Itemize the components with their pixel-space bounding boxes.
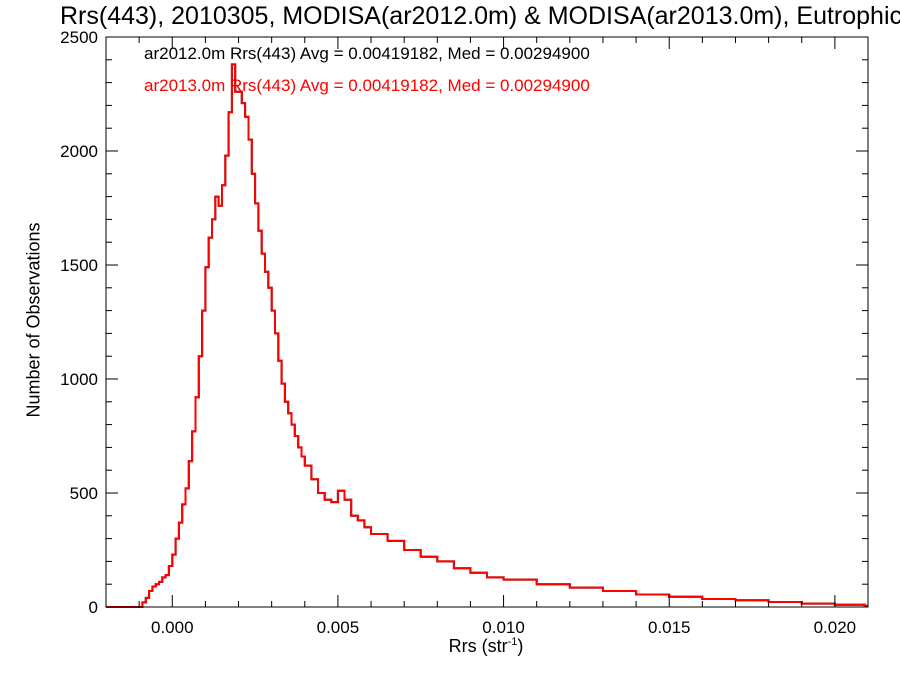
series-line-ar2013.0m: [106, 63, 868, 608]
y-tick-label: 1500: [60, 256, 98, 275]
x-axis-label-end: ): [517, 636, 524, 656]
plot-frame: [105, 36, 869, 608]
x-axis-label-base: Rrs (str: [448, 636, 508, 656]
series-line-ar2012.0m: [106, 63, 868, 608]
y-tick-label: 0: [89, 598, 98, 617]
ticks-layer: 0.000 0.005 0.010 0.015 0.020 0 500 1000 1500 200…: [60, 28, 869, 637]
x-tick-label: 0.005: [317, 618, 360, 637]
y-tick-label: 500: [70, 484, 98, 503]
y-tick-label: 2000: [60, 142, 98, 161]
chart-title: Rrs(443), 2010305, MODISA(ar2012.0m) & M…: [60, 2, 900, 30]
legend-entry-ar2012: ar2012.0m Rrs(443) Avg = 0.00419182, Med…: [144, 44, 590, 63]
x-axis-label: Rrs (str-1): [449, 636, 524, 657]
x-tick-label: 0.000: [151, 618, 194, 637]
y-axis-label: Number of Observations: [23, 222, 44, 418]
x-tick-label: 0.015: [648, 618, 691, 637]
legend-entry-ar2013: ar2013.0m Rrs(443) Avg = 0.00419182, Med…: [144, 76, 590, 95]
x-tick-label: 0.020: [814, 618, 857, 637]
x-axis-label-superscript: -1: [507, 636, 518, 648]
y-tick-label: 2500: [60, 28, 98, 47]
series-layer: [106, 63, 868, 608]
x-tick-label: 0.010: [482, 618, 525, 637]
y-tick-label: 1000: [60, 370, 98, 389]
